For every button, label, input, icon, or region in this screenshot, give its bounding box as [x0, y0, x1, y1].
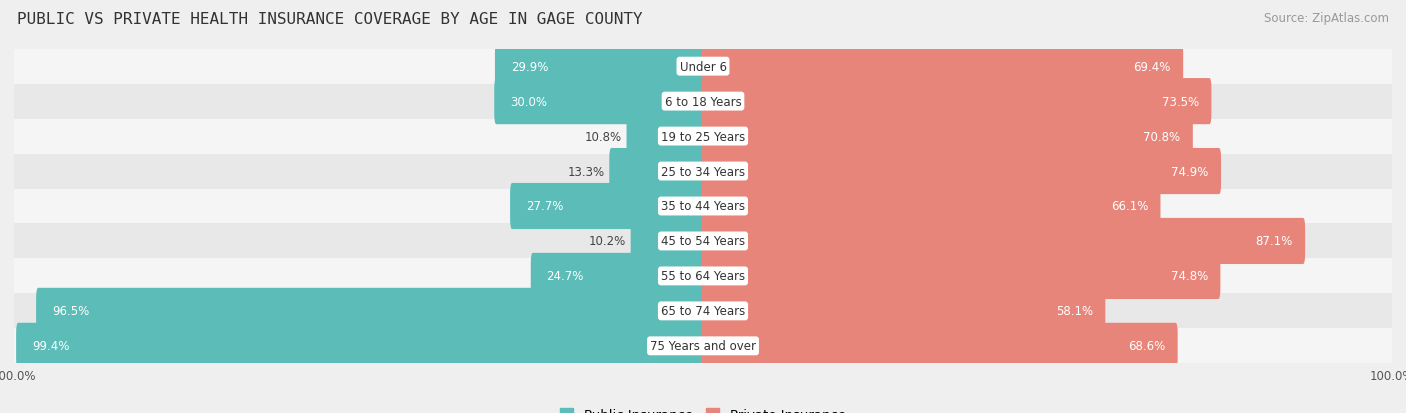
FancyBboxPatch shape: [15, 323, 704, 369]
Text: 6 to 18 Years: 6 to 18 Years: [665, 95, 741, 108]
Text: 75 Years and over: 75 Years and over: [650, 339, 756, 352]
Text: 19 to 25 Years: 19 to 25 Years: [661, 130, 745, 143]
Text: 70.8%: 70.8%: [1143, 130, 1181, 143]
Bar: [14, 189, 1392, 224]
FancyBboxPatch shape: [631, 218, 704, 264]
Text: 99.4%: 99.4%: [32, 339, 69, 352]
FancyBboxPatch shape: [495, 79, 704, 125]
Text: 96.5%: 96.5%: [52, 305, 89, 318]
FancyBboxPatch shape: [702, 79, 1212, 125]
Text: 74.8%: 74.8%: [1171, 270, 1208, 283]
FancyBboxPatch shape: [702, 44, 1184, 90]
FancyBboxPatch shape: [702, 288, 1105, 334]
FancyBboxPatch shape: [702, 183, 1160, 230]
Bar: [14, 84, 1392, 119]
FancyBboxPatch shape: [702, 323, 1178, 369]
FancyBboxPatch shape: [495, 44, 704, 90]
Bar: [14, 119, 1392, 154]
FancyBboxPatch shape: [609, 149, 704, 195]
Text: Source: ZipAtlas.com: Source: ZipAtlas.com: [1264, 12, 1389, 25]
Legend: Public Insurance, Private Insurance: Public Insurance, Private Insurance: [555, 402, 851, 413]
FancyBboxPatch shape: [702, 218, 1305, 264]
Text: 24.7%: 24.7%: [547, 270, 583, 283]
Text: 27.7%: 27.7%: [526, 200, 564, 213]
Text: 13.3%: 13.3%: [568, 165, 605, 178]
FancyBboxPatch shape: [702, 114, 1192, 160]
FancyBboxPatch shape: [531, 253, 704, 299]
Text: 35 to 44 Years: 35 to 44 Years: [661, 200, 745, 213]
FancyBboxPatch shape: [510, 183, 704, 230]
Text: PUBLIC VS PRIVATE HEALTH INSURANCE COVERAGE BY AGE IN GAGE COUNTY: PUBLIC VS PRIVATE HEALTH INSURANCE COVER…: [17, 12, 643, 27]
Text: 10.2%: 10.2%: [589, 235, 626, 248]
Bar: [14, 294, 1392, 329]
Bar: [14, 154, 1392, 189]
FancyBboxPatch shape: [702, 149, 1220, 195]
Text: 66.1%: 66.1%: [1111, 200, 1149, 213]
Text: 25 to 34 Years: 25 to 34 Years: [661, 165, 745, 178]
Text: 58.1%: 58.1%: [1056, 305, 1092, 318]
Bar: [14, 50, 1392, 84]
Text: 74.9%: 74.9%: [1171, 165, 1209, 178]
FancyBboxPatch shape: [37, 288, 704, 334]
Bar: [14, 329, 1392, 363]
FancyBboxPatch shape: [627, 114, 704, 160]
Text: 69.4%: 69.4%: [1133, 61, 1171, 74]
Text: 55 to 64 Years: 55 to 64 Years: [661, 270, 745, 283]
FancyBboxPatch shape: [702, 253, 1220, 299]
Text: 30.0%: 30.0%: [510, 95, 547, 108]
Text: 73.5%: 73.5%: [1161, 95, 1199, 108]
Text: 29.9%: 29.9%: [510, 61, 548, 74]
Bar: [14, 259, 1392, 294]
Bar: [14, 224, 1392, 259]
Text: 68.6%: 68.6%: [1128, 339, 1166, 352]
Text: 45 to 54 Years: 45 to 54 Years: [661, 235, 745, 248]
Text: 87.1%: 87.1%: [1256, 235, 1292, 248]
Text: 10.8%: 10.8%: [585, 130, 621, 143]
Text: Under 6: Under 6: [679, 61, 727, 74]
Text: 65 to 74 Years: 65 to 74 Years: [661, 305, 745, 318]
